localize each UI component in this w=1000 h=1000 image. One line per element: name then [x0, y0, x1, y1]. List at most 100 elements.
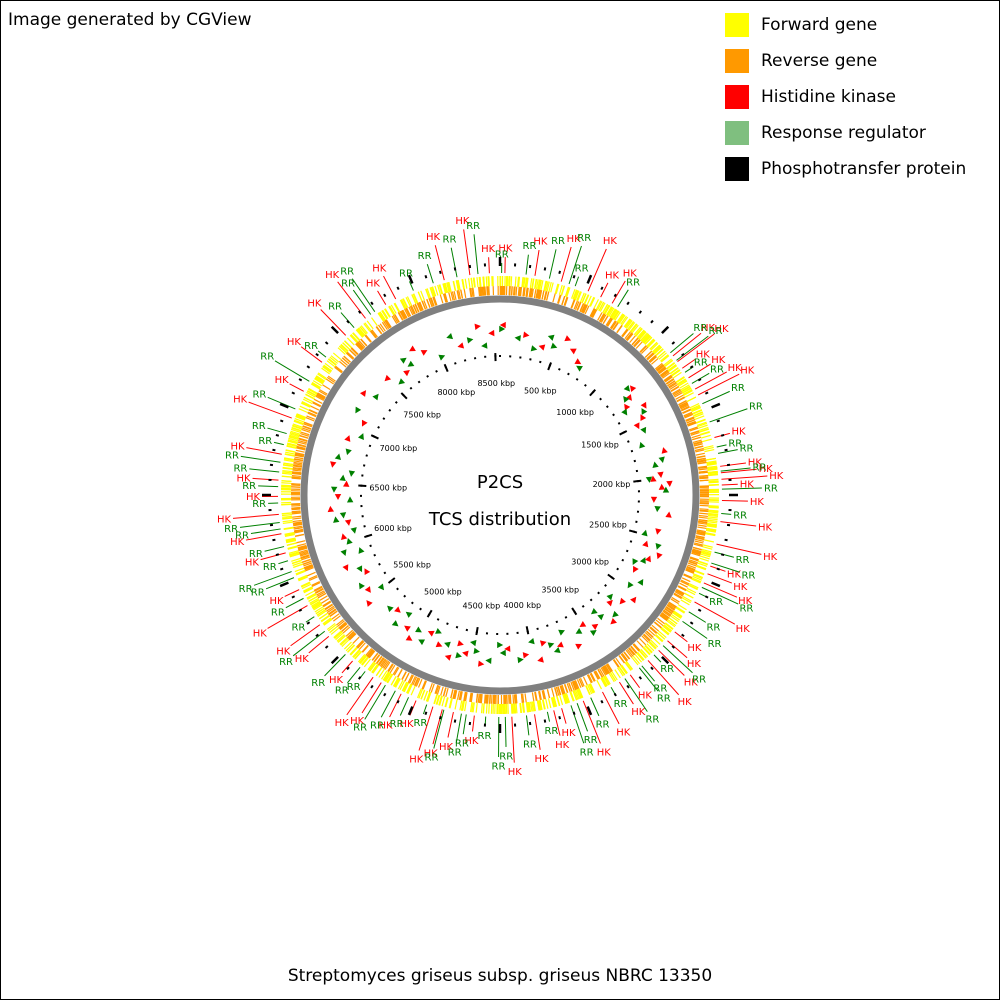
outer-tick	[370, 684, 374, 689]
ruler-minor-tick	[555, 620, 559, 624]
reverse-gene-mark	[564, 297, 569, 307]
reverse-gene-mark	[541, 290, 545, 300]
rr-callout-label: RR	[443, 234, 457, 245]
hk-callout-line	[300, 346, 323, 363]
forward-gene-mark	[312, 380, 323, 387]
forward-gene-mark	[282, 469, 293, 473]
reverse-gene-mark	[698, 465, 708, 469]
legend-label-phosphotransfer-protein: Phosphotransfer protein	[761, 159, 967, 179]
ruler-major-tick	[400, 392, 408, 400]
forward-gene-mark	[316, 609, 326, 616]
ruler-minor-tick	[581, 604, 585, 608]
hk-callout-line	[377, 290, 387, 305]
forward-gene-mark	[438, 695, 443, 706]
reverse-gene-mark	[313, 398, 323, 404]
forward-gene-mark	[406, 684, 413, 694]
forward-gene-mark	[562, 694, 567, 705]
reverse-gene-mark	[609, 320, 616, 329]
ruler-label: 8000 kbp	[437, 388, 475, 397]
rr-callout-label: RR	[304, 341, 318, 352]
reverse-gene-mark	[660, 370, 669, 377]
reverse-gene-mark	[404, 308, 410, 318]
reverse-gene-mark	[698, 470, 708, 473]
ruler-minor-tick	[409, 386, 413, 390]
forward-gene-mark	[296, 413, 307, 419]
forward-gene-mark	[410, 685, 416, 696]
reverse-gene-mark	[293, 461, 303, 465]
forward-gene-mark	[603, 675, 610, 686]
reverse-gene-mark	[686, 566, 696, 572]
reverse-gene-mark	[680, 404, 689, 410]
forward-gene-mark	[281, 512, 292, 515]
rr-marker	[446, 333, 453, 340]
reverse-gene-mark	[356, 341, 364, 350]
forward-gene-mark	[281, 482, 292, 484]
reverse-gene-mark	[618, 655, 625, 664]
rr-callout-line	[249, 468, 280, 473]
reverse-gene-mark	[698, 466, 708, 470]
forward-gene-mark	[708, 478, 719, 481]
forward-gene-mark	[347, 644, 356, 653]
forward-gene-mark	[632, 655, 641, 665]
outer-tick	[424, 274, 428, 279]
ruler-minor-tick	[625, 549, 629, 553]
forward-gene-mark	[371, 317, 378, 327]
reverse-gene-mark	[292, 471, 302, 474]
forward-gene-mark	[284, 532, 295, 536]
hk-callout-label: HK	[738, 596, 753, 607]
rr-callout-label: RR	[657, 694, 671, 705]
rr-callout-label: RR	[584, 735, 598, 746]
reverse-gene-mark	[319, 389, 328, 395]
reverse-gene-mark	[697, 459, 707, 463]
reverse-gene-mark	[453, 689, 457, 700]
forward-gene-mark	[366, 320, 374, 330]
rr-callout-label: RR	[448, 748, 462, 759]
forward-gene-mark	[315, 376, 325, 384]
hk-marker	[591, 623, 599, 630]
rr-callout-line	[292, 630, 326, 657]
reverse-gene-mark	[299, 435, 309, 439]
rr-callout-line	[250, 528, 281, 535]
forward-gene-mark	[695, 418, 706, 424]
hk-callout-label: HK	[230, 537, 245, 548]
forward-gene-mark	[310, 598, 320, 605]
outer-tick	[681, 633, 685, 638]
forward-gene-mark	[385, 672, 392, 683]
reverse-gene-mark	[644, 632, 653, 640]
hk-marker	[361, 419, 368, 427]
forward-gene-mark	[606, 306, 613, 316]
forward-gene-mark	[624, 662, 632, 671]
reverse-gene-mark	[598, 313, 605, 322]
reverse-gene-mark	[534, 691, 538, 701]
reverse-gene-mark	[699, 476, 709, 479]
reverse-gene-mark	[297, 443, 307, 447]
reverse-gene-mark	[651, 624, 660, 632]
reverse-gene-mark	[329, 610, 338, 618]
forward-gene-mark	[292, 423, 303, 428]
reverse-gene-mark	[417, 302, 422, 312]
rr-marker	[444, 641, 451, 648]
forward-gene-mark	[545, 698, 549, 709]
ruler-minor-tick	[377, 425, 380, 429]
forward-gene-mark	[287, 545, 298, 550]
reverse-gene-mark	[551, 688, 555, 698]
rr-callout-label: RR	[731, 383, 745, 394]
reverse-gene-mark	[636, 640, 644, 648]
forward-gene-mark	[531, 278, 535, 289]
rr-callout-label: RR	[311, 678, 325, 689]
hk-callout-label: HK	[727, 570, 742, 581]
reverse-gene-mark	[623, 651, 630, 660]
reverse-gene-mark	[472, 287, 475, 297]
reverse-gene-mark	[460, 289, 464, 299]
hk-callout-line	[658, 649, 685, 676]
forward-gene-mark	[609, 672, 617, 682]
forward-gene-mark	[708, 511, 719, 514]
forward-gene-mark	[312, 603, 322, 610]
forward-gene-mark	[335, 632, 344, 641]
forward-gene-mark	[384, 308, 391, 318]
hk-callout-label: HK	[533, 237, 548, 248]
rr-callout-label: RR	[709, 326, 723, 337]
reverse-gene-mark	[435, 685, 440, 695]
forward-gene-mark	[480, 703, 483, 714]
forward-gene-mark	[310, 383, 321, 390]
